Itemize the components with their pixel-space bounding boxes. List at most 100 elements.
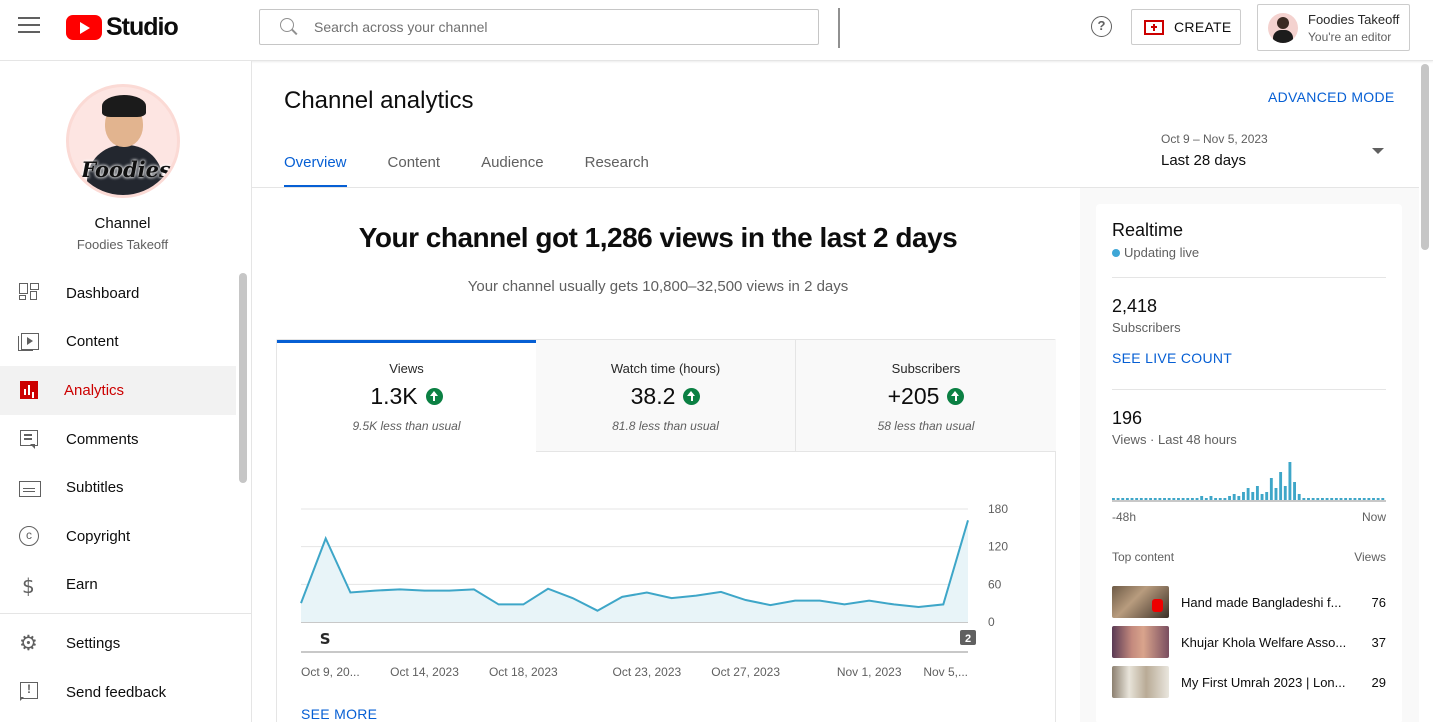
realtime-bar[interactable] [1381, 498, 1385, 500]
realtime-bar[interactable] [1144, 498, 1148, 500]
realtime-bar[interactable] [1121, 498, 1125, 500]
account-switcher[interactable]: Foodies Takeoff You're an editor [1257, 4, 1410, 51]
realtime-bar[interactable] [1112, 498, 1115, 500]
sidebar-scrollbar[interactable] [239, 273, 247, 483]
realtime-bar[interactable] [1307, 498, 1310, 500]
realtime-bar[interactable] [1232, 494, 1236, 500]
realtime-bar[interactable] [1158, 498, 1162, 500]
metric-tab-views[interactable]: Views 1.3K 9.5K less than usual [277, 340, 537, 452]
sidebar-item-subtitles[interactable]: Subtitles [0, 463, 236, 512]
realtime-bar[interactable] [1167, 498, 1171, 500]
see-more-link[interactable]: SEE MORE [301, 706, 378, 722]
realtime-bar[interactable] [1311, 498, 1315, 500]
metric-tab-subscribers[interactable]: Subscribers +205 58 less than usual [796, 340, 1056, 452]
realtime-bar[interactable] [1204, 498, 1208, 500]
realtime-bar[interactable] [1246, 488, 1250, 500]
realtime-bar[interactable] [1367, 498, 1371, 500]
realtime-bar[interactable] [1116, 498, 1120, 500]
realtime-bar[interactable] [1130, 498, 1134, 500]
realtime-bar[interactable] [1297, 494, 1301, 500]
realtime-bar[interactable] [1149, 498, 1153, 500]
realtime-bar[interactable] [1344, 498, 1348, 500]
metric-note: 58 less than usual [877, 419, 975, 433]
realtime-bar[interactable] [1195, 498, 1199, 500]
realtime-bar[interactable] [1214, 498, 1218, 500]
realtime-bar[interactable] [1283, 486, 1287, 500]
realtime-bar[interactable] [1320, 498, 1324, 500]
realtime-bar[interactable] [1348, 498, 1352, 500]
realtime-bar[interactable] [1330, 498, 1334, 500]
top-content-item[interactable]: My First Umrah 2023 | Lon... 29 [1112, 666, 1386, 698]
top-content-item[interactable]: Khujar Khola Welfare Asso... 37 [1112, 626, 1386, 658]
sidebar-item-send-feedback[interactable]: Send feedback [0, 668, 236, 717]
sidebar-item-copyright[interactable]: Copyright [0, 512, 236, 561]
main-scrollbar[interactable] [1421, 64, 1429, 250]
metric-tab-watch-time[interactable]: Watch time (hours) 38.2 81.8 less than u… [536, 340, 796, 452]
sidebar-item-dashboard[interactable]: Dashboard [0, 269, 236, 318]
realtime-bar[interactable] [1325, 498, 1329, 500]
realtime-bar[interactable] [1358, 498, 1362, 500]
sidebar-item-settings[interactable]: Settings [0, 619, 236, 668]
realtime-bar[interactable] [1125, 498, 1129, 500]
realtime-bar[interactable] [1135, 498, 1139, 500]
realtime-bar[interactable] [1372, 498, 1375, 500]
studio-logo[interactable]: Studio [66, 13, 179, 41]
realtime-bar[interactable] [1302, 498, 1306, 500]
tab-research[interactable]: Research [584, 154, 649, 171]
realtime-bar[interactable] [1200, 496, 1204, 500]
realtime-bar[interactable] [1181, 498, 1185, 500]
menu-icon[interactable] [18, 17, 40, 35]
realtime-bar[interactable] [1153, 498, 1157, 500]
top-content-item[interactable]: Hand made Bangladeshi f... 76 [1112, 586, 1386, 618]
realtime-bar[interactable] [1186, 498, 1190, 500]
count-marker-badge[interactable] [960, 630, 976, 645]
realtime-bar[interactable] [1274, 488, 1278, 500]
help-icon[interactable]: ? [1091, 16, 1112, 37]
search-bar[interactable] [259, 9, 819, 45]
realtime-bar[interactable] [1255, 486, 1259, 500]
sidebar-item-analytics[interactable]: Analytics [0, 366, 236, 415]
metric-value: 1.3K [370, 383, 443, 410]
shorts-marker-icon[interactable]: S [320, 630, 331, 648]
realtime-bar[interactable] [1339, 498, 1343, 500]
search-input[interactable] [314, 19, 794, 35]
sidebar-item-content[interactable]: Content [0, 318, 236, 367]
realtime-bar[interactable] [1353, 498, 1357, 500]
realtime-bar[interactable] [1228, 496, 1231, 500]
sidebar-item-earn[interactable]: Earn [0, 561, 236, 610]
tab-overview[interactable]: Overview [284, 154, 347, 188]
realtime-bar[interactable] [1288, 462, 1292, 500]
tab-audience[interactable]: Audience [481, 154, 544, 171]
realtime-bar[interactable] [1362, 498, 1366, 500]
realtime-bar[interactable] [1279, 472, 1283, 500]
realtime-bar[interactable] [1269, 478, 1273, 500]
realtime-bar[interactable] [1139, 498, 1143, 500]
realtime-bar[interactable] [1265, 492, 1269, 500]
views-chart[interactable]: 0 60 120 180 S 2 Oct 9, 20... Oct 14, 2023 Oct 1… [277, 452, 1055, 702]
advanced-mode-button[interactable]: ADVANCED MODE [1268, 89, 1395, 105]
realtime-bar[interactable] [1209, 496, 1213, 500]
realtime-bar[interactable] [1237, 496, 1241, 500]
see-live-count-link[interactable]: SEE LIVE COUNT [1112, 350, 1233, 366]
date-range-selector[interactable]: Oct 9 – Nov 5, 2023 Last 28 days [1161, 132, 1391, 172]
sidebar-item-comments[interactable]: Comments [0, 415, 236, 464]
realtime-bar[interactable] [1242, 492, 1245, 500]
realtime-bar[interactable] [1223, 498, 1227, 500]
realtime-bar[interactable] [1260, 494, 1264, 500]
channel-avatar[interactable]: Foodies [66, 84, 180, 198]
realtime-bar[interactable] [1218, 498, 1222, 500]
realtime-bar[interactable] [1334, 498, 1338, 500]
realtime-bar[interactable] [1251, 492, 1255, 500]
realtime-bar[interactable] [1177, 498, 1180, 500]
realtime-bar-chart[interactable] [1112, 454, 1386, 502]
series-line[interactable] [300, 520, 969, 612]
realtime-bar[interactable] [1316, 498, 1320, 500]
search-icon[interactable] [274, 10, 314, 44]
realtime-bar[interactable] [1190, 498, 1194, 500]
realtime-bar[interactable] [1376, 498, 1380, 500]
tab-content[interactable]: Content [387, 154, 441, 171]
realtime-bar[interactable] [1172, 498, 1176, 500]
realtime-bar[interactable] [1293, 482, 1296, 500]
realtime-bar[interactable] [1163, 498, 1166, 500]
create-button[interactable]: CREATE [1131, 9, 1241, 45]
